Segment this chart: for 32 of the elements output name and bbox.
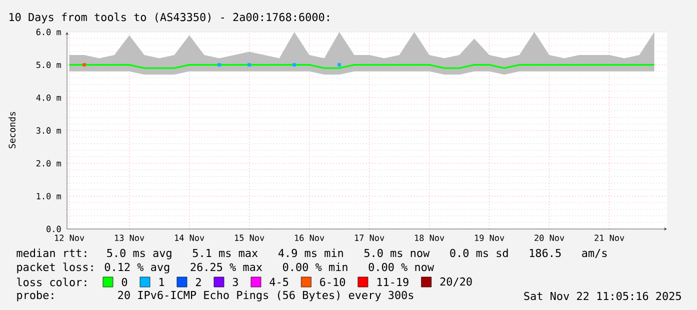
x-tick-label: 12 Nov bbox=[55, 234, 84, 242]
legend-label: 6-10 bbox=[320, 278, 346, 286]
legend-label: 3 bbox=[232, 278, 238, 286]
text: Sat Nov 22 11:05:16 2025 bbox=[524, 292, 681, 300]
y-tick-label: 1.0 m bbox=[36, 192, 61, 200]
text: median rtt: 5.0 ms avg 5.1 ms max 4.9 ms min 5.0 ms now 0.0 ms sd 186.5 am/s bbox=[16, 248, 607, 260]
x-tick-label: 15 Nov bbox=[235, 234, 264, 241]
x-tick-label: 16 Nov bbox=[295, 234, 324, 242]
legend-label: 4-5 bbox=[270, 278, 288, 286]
legend-label: 2 bbox=[196, 278, 201, 286]
text: probe: 20 IPv6-ICMP Echo Pings (56 Bytes) every 300s bbox=[17, 290, 414, 302]
x-tick-label: 13 Nov bbox=[115, 234, 144, 242]
legend-label: 20/20 bbox=[440, 277, 472, 287]
legend-title: loss color: bbox=[17, 278, 86, 286]
y-tick-label: 2.0 m bbox=[36, 160, 61, 167]
y-tick-label: 6.0 m bbox=[36, 28, 61, 36]
x-tick-label: 20 Nov bbox=[534, 234, 564, 242]
text: packet loss: 0.12 % avg 26.25 % max 0.00 % min 0.00 % now bbox=[17, 262, 434, 274]
x-tick-label: 17 Nov bbox=[355, 234, 384, 241]
chart-title: 10 Days from tools to (AS43350) - 2a00:1768:6000: bbox=[10, 12, 329, 24]
y-axis-title: Seconds bbox=[8, 112, 16, 148]
y-tick-label: 0.0 bbox=[46, 226, 61, 232]
x-tick-label: 14 Nov bbox=[175, 234, 204, 241]
x-tick-label: 21 Nov bbox=[594, 234, 624, 242]
legend-label: 0 bbox=[122, 278, 128, 286]
legend-label: 11-19 bbox=[377, 278, 408, 286]
legend-label: 1 bbox=[159, 278, 164, 286]
y-tick-label: 3.0 m bbox=[36, 127, 61, 134]
y-tick-label: 4.0 m bbox=[36, 94, 61, 101]
x-tick-label: 18 Nov bbox=[415, 234, 444, 242]
x-tick-label: 19 Nov bbox=[475, 234, 504, 242]
y-tick-label: 5.0 m bbox=[36, 62, 61, 68]
